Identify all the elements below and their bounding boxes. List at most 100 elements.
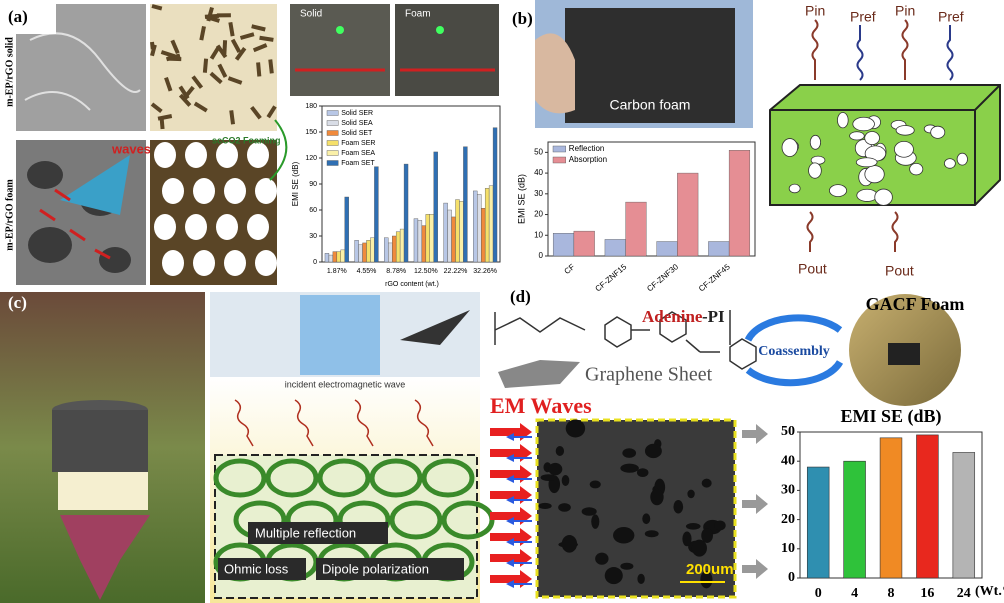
block-edges xyxy=(770,84,1001,205)
bar xyxy=(374,166,379,263)
panel-label: (b) xyxy=(512,9,533,28)
incident-label: incident electromagnetic wave xyxy=(285,379,406,389)
fiber xyxy=(202,58,209,73)
bar xyxy=(573,230,595,257)
incident-waves xyxy=(234,399,434,447)
fiber xyxy=(252,43,268,53)
label-box xyxy=(316,558,464,580)
pore xyxy=(565,419,586,438)
pore xyxy=(895,125,915,136)
mechanism-label: Dipole polarization xyxy=(322,561,429,576)
x-tick-label: 22.22% xyxy=(444,268,468,275)
pore xyxy=(956,152,968,166)
chart-title: EMI SE (dB) xyxy=(840,406,941,427)
pore xyxy=(548,462,563,476)
y-tick-label: 30 xyxy=(781,483,795,498)
mechanism-label: Multiple reflection xyxy=(255,525,356,540)
bar xyxy=(879,437,903,579)
bar xyxy=(354,240,359,263)
hand xyxy=(535,33,575,114)
pore xyxy=(864,165,885,184)
bar xyxy=(433,151,438,263)
pore xyxy=(216,142,238,168)
y-tick-label: 30 xyxy=(534,189,543,198)
pore xyxy=(620,562,634,570)
pore xyxy=(216,214,238,240)
legend-swatch xyxy=(326,140,339,146)
output-arrows xyxy=(742,424,768,579)
strand xyxy=(421,458,475,498)
blue-arrow xyxy=(506,580,532,588)
y-tick-label: 40 xyxy=(781,453,795,468)
blue-arrow xyxy=(506,496,532,504)
app-image xyxy=(300,295,380,375)
blue-arrow xyxy=(506,475,532,483)
fiber xyxy=(256,62,262,77)
photo-foam xyxy=(395,4,499,96)
mechanism-label: Ohmic loss xyxy=(224,561,289,576)
bar xyxy=(477,194,482,263)
pore xyxy=(255,250,277,276)
bar xyxy=(384,237,389,263)
pore xyxy=(852,116,875,132)
network-fibers xyxy=(150,4,277,130)
fiber xyxy=(228,21,235,37)
panel-d: (d) Adenine -PI Graphene Sheet Coassembl… xyxy=(490,287,964,599)
panel-label: (d) xyxy=(510,287,531,306)
fiber xyxy=(250,105,262,120)
pore xyxy=(829,184,848,197)
bar xyxy=(625,201,647,257)
pore xyxy=(224,178,246,204)
pore xyxy=(154,142,176,168)
strand xyxy=(213,458,267,498)
fiber xyxy=(160,50,176,59)
pore xyxy=(622,448,637,458)
pore xyxy=(864,131,880,146)
pore xyxy=(673,499,684,514)
panel-c: (c) incident electromagnetic wave Multip… xyxy=(0,292,495,603)
chemical-structure xyxy=(494,310,757,370)
graphene-label: Graphene Sheet xyxy=(585,364,713,386)
legend-label: Solid SER xyxy=(341,110,373,117)
pore xyxy=(581,507,597,516)
pore xyxy=(613,527,635,544)
power-label: Pout xyxy=(885,263,914,279)
pore xyxy=(561,535,578,553)
y-tick-label: 50 xyxy=(534,147,543,156)
legend-swatch xyxy=(326,150,339,156)
pore xyxy=(538,502,552,509)
pore xyxy=(224,250,246,276)
photo-label: Carbon foam xyxy=(610,97,691,113)
pore xyxy=(849,131,865,141)
bar xyxy=(336,251,341,263)
blue-arrow xyxy=(506,433,532,441)
x-tick-label: 8.78% xyxy=(386,268,406,275)
photo-label: Solid xyxy=(300,9,322,20)
power-label: Pin xyxy=(805,3,825,19)
bar xyxy=(417,220,423,263)
sem-pores xyxy=(538,419,726,589)
pore xyxy=(874,188,893,206)
panel-label: (a) xyxy=(8,7,28,26)
bar xyxy=(656,241,678,257)
y-tick-label: 0 xyxy=(313,259,317,266)
pore xyxy=(193,178,215,204)
fiber xyxy=(150,102,163,114)
y-tick-label: 0 xyxy=(539,251,544,260)
fiber xyxy=(222,40,228,55)
pore xyxy=(604,567,623,585)
pore xyxy=(837,112,849,129)
pore xyxy=(555,446,565,456)
photo-solid xyxy=(290,4,390,96)
graphene-sheet xyxy=(498,360,580,388)
legend-label: Foam SEA xyxy=(341,150,375,157)
bar xyxy=(604,239,626,257)
bar xyxy=(473,190,478,263)
x-tick-label: CF-ZNF30 xyxy=(645,262,680,294)
legend-swatch xyxy=(326,130,339,136)
pore xyxy=(591,514,600,529)
pore xyxy=(162,250,184,276)
y-axis-label: EMI SE (dB) xyxy=(291,161,300,206)
y-tick-label: 120 xyxy=(305,155,317,162)
legend-label: Absorption xyxy=(569,155,607,164)
